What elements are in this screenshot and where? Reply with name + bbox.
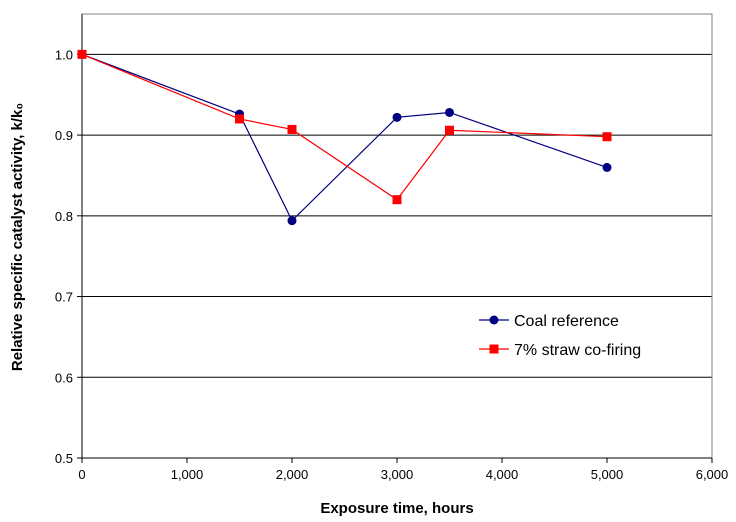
y-tick-label: 0.6 xyxy=(55,370,73,385)
x-tick-label: 0 xyxy=(78,467,85,482)
legend-item: Coal reference xyxy=(479,313,619,330)
data-point xyxy=(445,107,454,117)
x-axis: 0 1,000 2,000 3,000 4,000 5,000 6,000 xyxy=(78,457,729,482)
legend: Coal reference 7% straw co-firing xyxy=(479,313,641,359)
data-point xyxy=(445,125,454,135)
legend-marker xyxy=(489,315,499,325)
data-point xyxy=(602,162,612,172)
y-tick-label: 0.5 xyxy=(55,451,73,466)
data-point xyxy=(287,216,297,226)
x-tick-label: 2,000 xyxy=(276,467,309,482)
x-tick-label: 4,000 xyxy=(486,467,519,482)
y-tick-label: 0.9 xyxy=(55,128,73,143)
y-tick-label: 1.0 xyxy=(55,47,73,62)
series-line xyxy=(81,53,608,201)
legend-marker xyxy=(489,344,499,354)
data-point xyxy=(235,114,244,124)
data-point xyxy=(602,132,612,142)
series-line xyxy=(81,53,608,222)
legend-label: Coal reference xyxy=(514,313,619,330)
x-tick-label: 6,000 xyxy=(696,467,729,482)
data-point xyxy=(77,49,87,59)
y-tick-label: 0.7 xyxy=(55,290,73,305)
x-tick-label: 3,000 xyxy=(381,467,414,482)
x-tick-label: 5,000 xyxy=(591,467,624,482)
y-tick-label: 0.8 xyxy=(55,209,73,224)
y-axis-title: Relative specific catalyst activity, k/k… xyxy=(9,103,26,371)
legend-label: 7% straw co-firing xyxy=(514,342,641,359)
data-point xyxy=(392,112,402,122)
legend-item: 7% straw co-firing xyxy=(479,342,641,359)
series-layer xyxy=(77,49,612,226)
data-point xyxy=(392,195,402,205)
x-tick-label: 1,000 xyxy=(171,467,204,482)
x-axis-title: Exposure time, hours xyxy=(320,500,473,517)
y-axis: 0.5 0.6 0.7 0.8 0.9 1.0 xyxy=(55,14,83,466)
data-point xyxy=(287,124,297,134)
series-2 xyxy=(77,49,612,205)
